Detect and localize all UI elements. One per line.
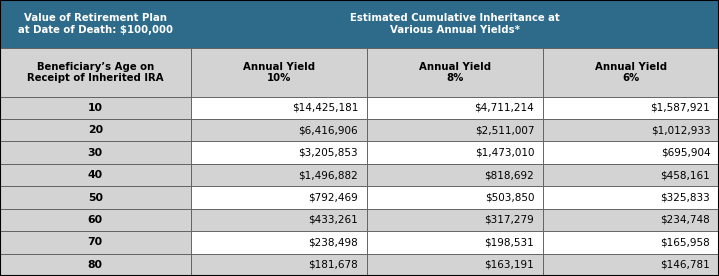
Text: $1,012,933: $1,012,933 [651, 125, 710, 135]
Bar [0, 0, 191, 48]
Text: $198,531: $198,531 [485, 237, 534, 247]
Text: Estimated Cumulative Inheritance at
Various Annual Yields*: Estimated Cumulative Inheritance at Vari… [350, 13, 559, 35]
Bar [367, 231, 543, 254]
Text: $503,850: $503,850 [485, 193, 534, 203]
Text: $325,833: $325,833 [661, 193, 710, 203]
Text: $165,958: $165,958 [661, 237, 710, 247]
Bar [191, 119, 367, 142]
Bar [0, 164, 191, 186]
Bar [367, 254, 543, 276]
Text: $792,469: $792,469 [308, 193, 358, 203]
Text: $458,161: $458,161 [661, 170, 710, 180]
Bar [191, 97, 367, 119]
Text: $146,781: $146,781 [661, 260, 710, 270]
Text: $14,425,181: $14,425,181 [292, 103, 358, 113]
Bar [367, 164, 543, 186]
Bar [543, 254, 719, 276]
Bar [191, 142, 367, 164]
Bar [543, 186, 719, 209]
Text: $163,191: $163,191 [485, 260, 534, 270]
Text: 30: 30 [88, 148, 103, 158]
Text: $1,473,010: $1,473,010 [475, 148, 534, 158]
Text: $433,261: $433,261 [308, 215, 358, 225]
Bar [0, 209, 191, 231]
Text: Value of Retirement Plan
at Date of Death: $100,000: Value of Retirement Plan at Date of Deat… [18, 13, 173, 35]
Bar [367, 97, 543, 119]
Bar [0, 48, 191, 97]
Bar [543, 142, 719, 164]
Bar [543, 97, 719, 119]
Bar [543, 209, 719, 231]
Text: $695,904: $695,904 [661, 148, 710, 158]
Text: $3,205,853: $3,205,853 [298, 148, 358, 158]
Text: $1,587,921: $1,587,921 [651, 103, 710, 113]
Bar [543, 164, 719, 186]
Text: 20: 20 [88, 125, 103, 135]
Bar [367, 209, 543, 231]
Text: 40: 40 [88, 170, 103, 180]
Text: $818,692: $818,692 [485, 170, 534, 180]
Text: $6,416,906: $6,416,906 [298, 125, 358, 135]
Bar [367, 142, 543, 164]
Bar [543, 231, 719, 254]
Bar [367, 186, 543, 209]
Text: 70: 70 [88, 237, 103, 247]
Bar [543, 48, 719, 97]
Text: Beneficiary’s Age on
Receipt of Inherited IRA: Beneficiary’s Age on Receipt of Inherite… [27, 62, 164, 83]
Text: 10: 10 [88, 103, 103, 113]
Bar [0, 142, 191, 164]
Bar [191, 48, 367, 97]
Text: Annual Yield
8%: Annual Yield 8% [418, 62, 491, 83]
Bar [191, 164, 367, 186]
Bar [0, 254, 191, 276]
Text: $1,496,882: $1,496,882 [298, 170, 358, 180]
Text: $238,498: $238,498 [308, 237, 358, 247]
Bar [0, 186, 191, 209]
Bar [543, 119, 719, 142]
Text: $2,511,007: $2,511,007 [475, 125, 534, 135]
Text: $317,279: $317,279 [485, 215, 534, 225]
Bar [367, 48, 543, 97]
Bar [191, 186, 367, 209]
Bar [0, 119, 191, 142]
Bar [367, 119, 543, 142]
Bar [191, 254, 367, 276]
Bar [191, 0, 719, 48]
Bar [191, 209, 367, 231]
Text: 80: 80 [88, 260, 103, 270]
Text: Annual Yield
10%: Annual Yield 10% [242, 62, 315, 83]
Text: 50: 50 [88, 193, 103, 203]
Text: $234,748: $234,748 [661, 215, 710, 225]
Bar [0, 97, 191, 119]
Bar [191, 231, 367, 254]
Text: $4,711,214: $4,711,214 [475, 103, 534, 113]
Bar [0, 231, 191, 254]
Text: $181,678: $181,678 [308, 260, 358, 270]
Text: Annual Yield
6%: Annual Yield 6% [595, 62, 667, 83]
Text: 60: 60 [88, 215, 103, 225]
